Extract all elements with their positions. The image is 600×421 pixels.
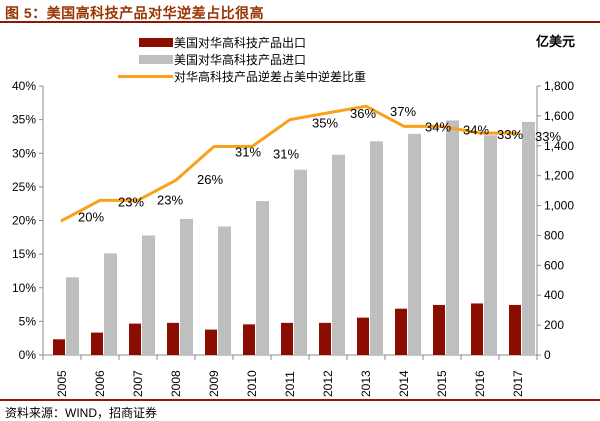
title-divider — [0, 21, 600, 23]
ratio-point-label: 20% — [78, 210, 104, 225]
right-axis-label: 0 — [544, 348, 551, 362]
export-bar — [243, 324, 255, 355]
import-bar — [142, 235, 155, 355]
year-label: 2005 — [55, 370, 69, 397]
import-bar — [522, 121, 535, 355]
right-axis-label: 200 — [544, 318, 564, 332]
export-bar — [129, 323, 141, 355]
left-axis-label: 20% — [12, 214, 36, 228]
ratio-point-label: 36% — [350, 106, 376, 121]
year-label: 2008 — [169, 370, 183, 397]
ratio-point-label: 33% — [535, 129, 561, 144]
ratio-point-label: 34% — [463, 122, 489, 137]
left-axis-label: 35% — [12, 113, 36, 127]
legend-label-import: 美国对华高科技产品进口 — [174, 53, 307, 67]
left-axis-label: 30% — [12, 146, 36, 160]
ratio-point-label: 31% — [235, 145, 261, 160]
year-label: 2012 — [321, 370, 335, 397]
legend-item-export: 美国对华高科技产品出口 — [117, 34, 366, 51]
right-axis-label: 800 — [544, 228, 564, 242]
ratio-point-label: 37% — [390, 104, 416, 119]
right-axis-label: 1,800 — [544, 79, 574, 93]
import-bar — [218, 226, 231, 355]
legend-item-import: 美国对华高科技产品进口 — [117, 51, 366, 68]
year-label: 2014 — [397, 370, 411, 397]
figure-title: 图 5：美国高科技产品对华逆差占比很高 — [5, 5, 265, 21]
legend-item-ratio: 对华高科技产品逆差占美中逆差比重 — [117, 68, 366, 85]
right-axis-label: 1,600 — [544, 109, 574, 123]
left-axis-label: 40% — [12, 79, 36, 93]
left-axis-label: 0% — [19, 348, 37, 362]
ratio-point-label: 33% — [497, 127, 523, 142]
year-label: 2015 — [435, 370, 449, 397]
left-axis-label: 5% — [19, 314, 37, 328]
import-bar — [256, 201, 269, 355]
export-bar — [509, 304, 521, 355]
right-axis-unit-label: 亿美元 — [536, 34, 576, 49]
year-label: 2010 — [245, 370, 259, 397]
right-axis-label: 1,000 — [544, 199, 574, 213]
export-bar-swatch-icon — [117, 38, 173, 47]
export-bar — [167, 322, 179, 355]
ratio-point-label: 34% — [425, 119, 451, 134]
export-bar — [91, 332, 103, 355]
left-axis-label: 10% — [12, 281, 36, 295]
import-bar — [294, 169, 307, 355]
right-axis-label: 1,200 — [544, 169, 574, 183]
right-axis-label: 600 — [544, 258, 564, 272]
year-label: 2013 — [359, 370, 373, 397]
export-bar — [281, 322, 293, 355]
import-bar — [370, 141, 383, 355]
ratio-point-label: 31% — [273, 147, 299, 162]
right-axis-label: 1,400 — [544, 139, 574, 153]
footer-divider — [0, 399, 600, 401]
year-label: 2007 — [131, 370, 145, 397]
import-bar — [408, 133, 421, 355]
ratio-point-label: 26% — [197, 172, 223, 187]
export-bar — [433, 304, 445, 355]
ratio-line-swatch-icon — [117, 75, 173, 78]
year-label: 2017 — [511, 370, 525, 397]
source-note: 资料来源：WIND，招商证券 — [5, 406, 157, 420]
ratio-point-label: 23% — [157, 192, 183, 207]
chart-legend: 美国对华高科技产品出口 美国对华高科技产品进口 对华高科技产品逆差占美中逆差比重 — [117, 34, 366, 85]
year-label: 2016 — [473, 370, 487, 397]
right-axis-label: 400 — [544, 288, 564, 302]
left-axis-label: 15% — [12, 247, 36, 261]
ratio-line — [60, 104, 520, 222]
import-bar — [104, 253, 117, 355]
export-bar — [319, 322, 331, 355]
export-bar — [395, 308, 407, 355]
legend-label-ratio: 对华高科技产品逆差占美中逆差比重 — [174, 70, 367, 84]
year-label: 2006 — [93, 370, 107, 397]
ratio-point-label: 23% — [118, 194, 144, 209]
import-bar — [66, 277, 79, 355]
import-bar — [446, 120, 459, 355]
import-bar — [180, 219, 193, 355]
export-bar — [205, 329, 217, 355]
import-bar-swatch-icon — [117, 55, 173, 64]
export-bar — [357, 317, 369, 355]
import-bar — [332, 154, 345, 355]
import-bar — [484, 135, 497, 355]
legend-label-export: 美国对华高科技产品出口 — [174, 36, 307, 50]
year-label: 2009 — [207, 370, 221, 397]
year-label: 2011 — [283, 371, 297, 397]
export-bar — [471, 303, 483, 355]
ratio-point-label: 35% — [312, 116, 338, 131]
left-axis-label: 25% — [12, 180, 36, 194]
export-bar — [53, 339, 65, 355]
